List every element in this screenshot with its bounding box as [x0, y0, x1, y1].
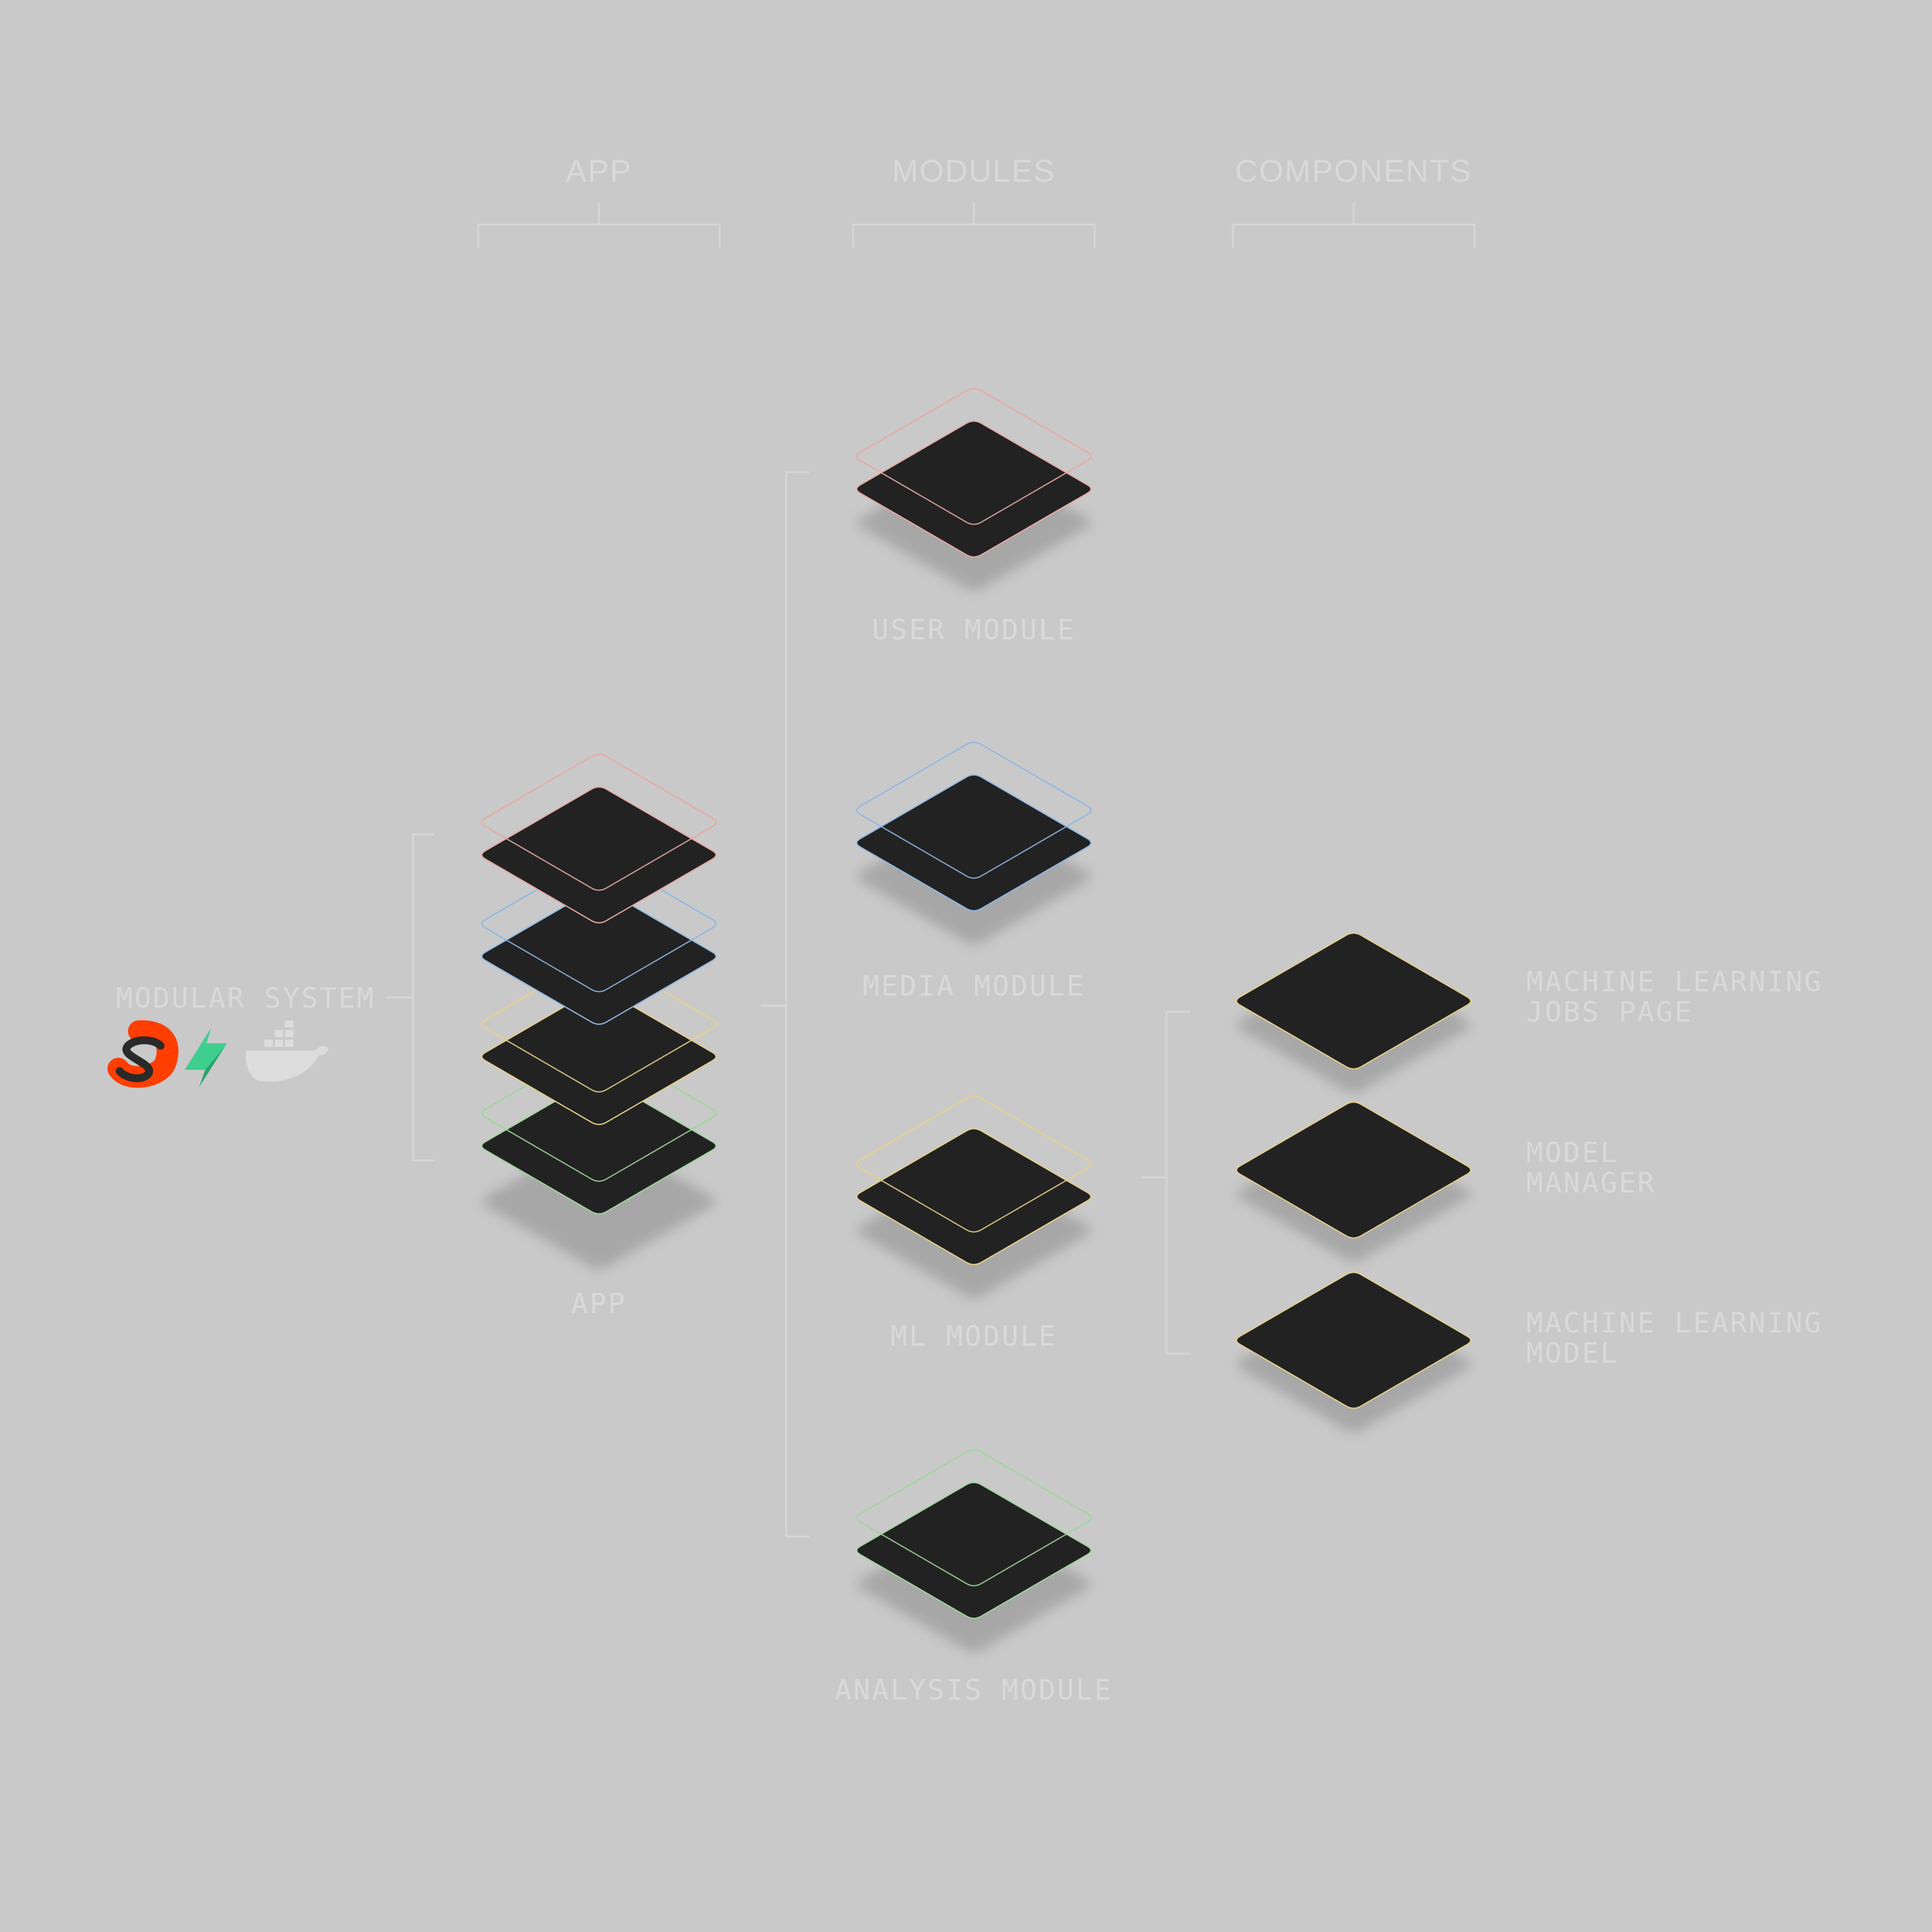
- ml-model-label: MACHINE LEARNING MODEL: [1526, 1308, 1823, 1368]
- connectors: [386, 471, 1191, 1538]
- bracket-components: [1232, 203, 1476, 248]
- header-app: APP: [565, 154, 633, 189]
- model-manager-tile: [1236, 1101, 1471, 1239]
- model-manager-line-1: MODEL: [1526, 1136, 1619, 1169]
- ml-model-line-1: MACHINE LEARNING: [1526, 1307, 1823, 1339]
- svelte-icon: [107, 1020, 179, 1088]
- ml-module-tile: [856, 1128, 1092, 1265]
- header-modules: MODULES: [892, 154, 1056, 189]
- bracket-modules: [852, 203, 1096, 248]
- media-module-outline-front: [856, 741, 1092, 879]
- analysis-module-tile: [856, 1482, 1092, 1619]
- ml-module-outline-front: [856, 1095, 1092, 1233]
- app-caption: APP: [571, 1287, 627, 1320]
- docker-icon: [246, 1020, 328, 1082]
- analysis-module-outline-front: [856, 1449, 1092, 1587]
- header-brackets: [477, 203, 1476, 248]
- analysis-module-caption: ANALYSIS MODULE: [834, 1674, 1113, 1706]
- ml-module-caption: ML MODULE: [890, 1320, 1058, 1352]
- media-module-caption: MEDIA MODULE: [862, 970, 1086, 1002]
- header-components: COMPONENTS: [1235, 154, 1473, 189]
- ml-jobs-page-line-1: MACHINE LEARNING: [1526, 965, 1823, 998]
- bracket-modules: [785, 471, 809, 1538]
- user-module-outline-front: [856, 388, 1092, 525]
- ml-model-line-2: MODEL: [1526, 1337, 1619, 1369]
- modular-system-label: MODULAR SYSTEM: [116, 982, 376, 1014]
- bracket-app-stack: [412, 833, 433, 1162]
- bracket-components: [1165, 1011, 1191, 1355]
- bracket-app: [477, 203, 721, 248]
- ml-jobs-page-tile: [1236, 932, 1471, 1070]
- ml-jobs-page-line-2: JOBS PAGE: [1526, 996, 1694, 1028]
- ml-jobs-page-label: MACHINE LEARNING JOBS PAGE: [1526, 967, 1823, 1027]
- media-module-tile: [856, 774, 1092, 912]
- user-module-caption: USER MODULE: [872, 613, 1076, 646]
- ml-model-tile: [1236, 1271, 1471, 1409]
- model-manager-line-2: MANAGER: [1526, 1166, 1656, 1199]
- tiles: [481, 388, 1471, 1652]
- model-manager-label: MODEL MANAGER: [1526, 1137, 1656, 1198]
- app-layer-user-tile: [481, 786, 717, 924]
- user-module-tile: [856, 420, 1092, 558]
- app-layer-user-outline-front: [481, 753, 717, 891]
- supabase-icon: [185, 1028, 227, 1087]
